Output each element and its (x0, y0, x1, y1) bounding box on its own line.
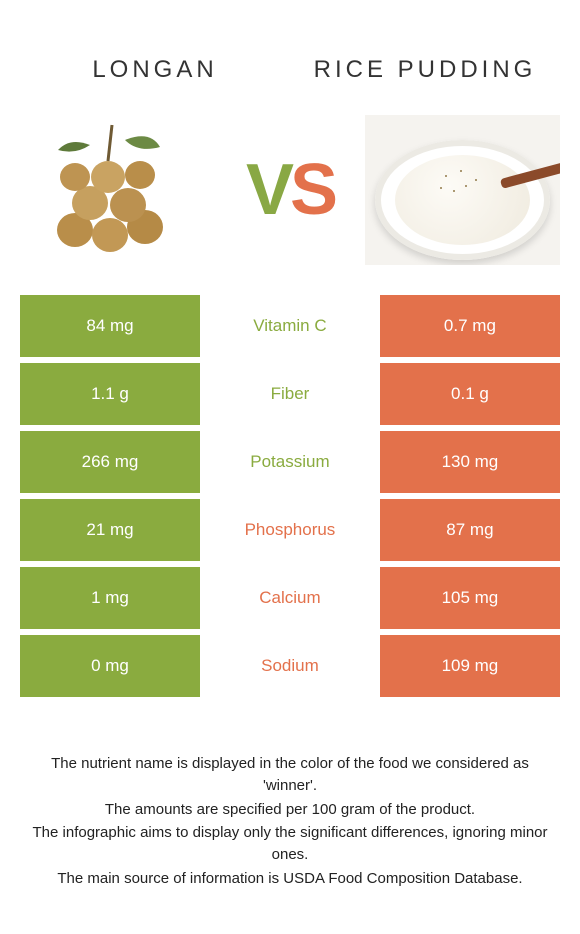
nutrient-name-cell: Sodium (200, 635, 380, 697)
rice-pudding-image (365, 115, 560, 265)
nutrient-name-cell: Phosphorus (200, 499, 380, 561)
left-value-cell: 0 mg (20, 635, 200, 697)
nutrient-name-cell: Vitamin C (200, 295, 380, 357)
footnotes: The nutrient name is displayed in the co… (0, 703, 580, 890)
left-value-cell: 1.1 g (20, 363, 200, 425)
nutrient-table: 84 mgVitamin C0.7 mg1.1 gFiber0.1 g266 m… (0, 295, 580, 697)
longan-image (20, 115, 215, 265)
right-food-title: Rice pudding (304, 55, 547, 85)
left-value-cell: 21 mg (20, 499, 200, 561)
table-row: 266 mgPotassium130 mg (20, 431, 560, 493)
right-value-cell: 105 mg (380, 567, 560, 629)
left-food-title: Longan (34, 55, 277, 85)
left-value-cell: 84 mg (20, 295, 200, 357)
nutrient-name-cell: Potassium (200, 431, 380, 493)
right-value-cell: 0.7 mg (380, 295, 560, 357)
vs-v-letter: V (246, 150, 290, 230)
right-value-cell: 87 mg (380, 499, 560, 561)
right-value-cell: 109 mg (380, 635, 560, 697)
table-row: 1.1 gFiber0.1 g (20, 363, 560, 425)
table-row: 84 mgVitamin C0.7 mg (20, 295, 560, 357)
footnote-line: The main source of information is USDA F… (28, 868, 552, 890)
left-value-cell: 266 mg (20, 431, 200, 493)
right-value-cell: 0.1 g (380, 363, 560, 425)
header: Longan Rice pudding (0, 0, 580, 105)
footnote-line: The amounts are specified per 100 gram o… (28, 799, 552, 821)
table-row: 0 mgSodium109 mg (20, 635, 560, 697)
images-row: VS (0, 105, 580, 295)
footnote-line: The infographic aims to display only the… (28, 822, 552, 866)
table-row: 1 mgCalcium105 mg (20, 567, 560, 629)
vs-label: VS (246, 149, 334, 231)
nutrient-name-cell: Fiber (200, 363, 380, 425)
nutrient-name-cell: Calcium (200, 567, 380, 629)
table-row: 21 mgPhosphorus87 mg (20, 499, 560, 561)
left-value-cell: 1 mg (20, 567, 200, 629)
footnote-line: The nutrient name is displayed in the co… (28, 753, 552, 797)
right-value-cell: 130 mg (380, 431, 560, 493)
vs-s-letter: S (290, 150, 334, 230)
